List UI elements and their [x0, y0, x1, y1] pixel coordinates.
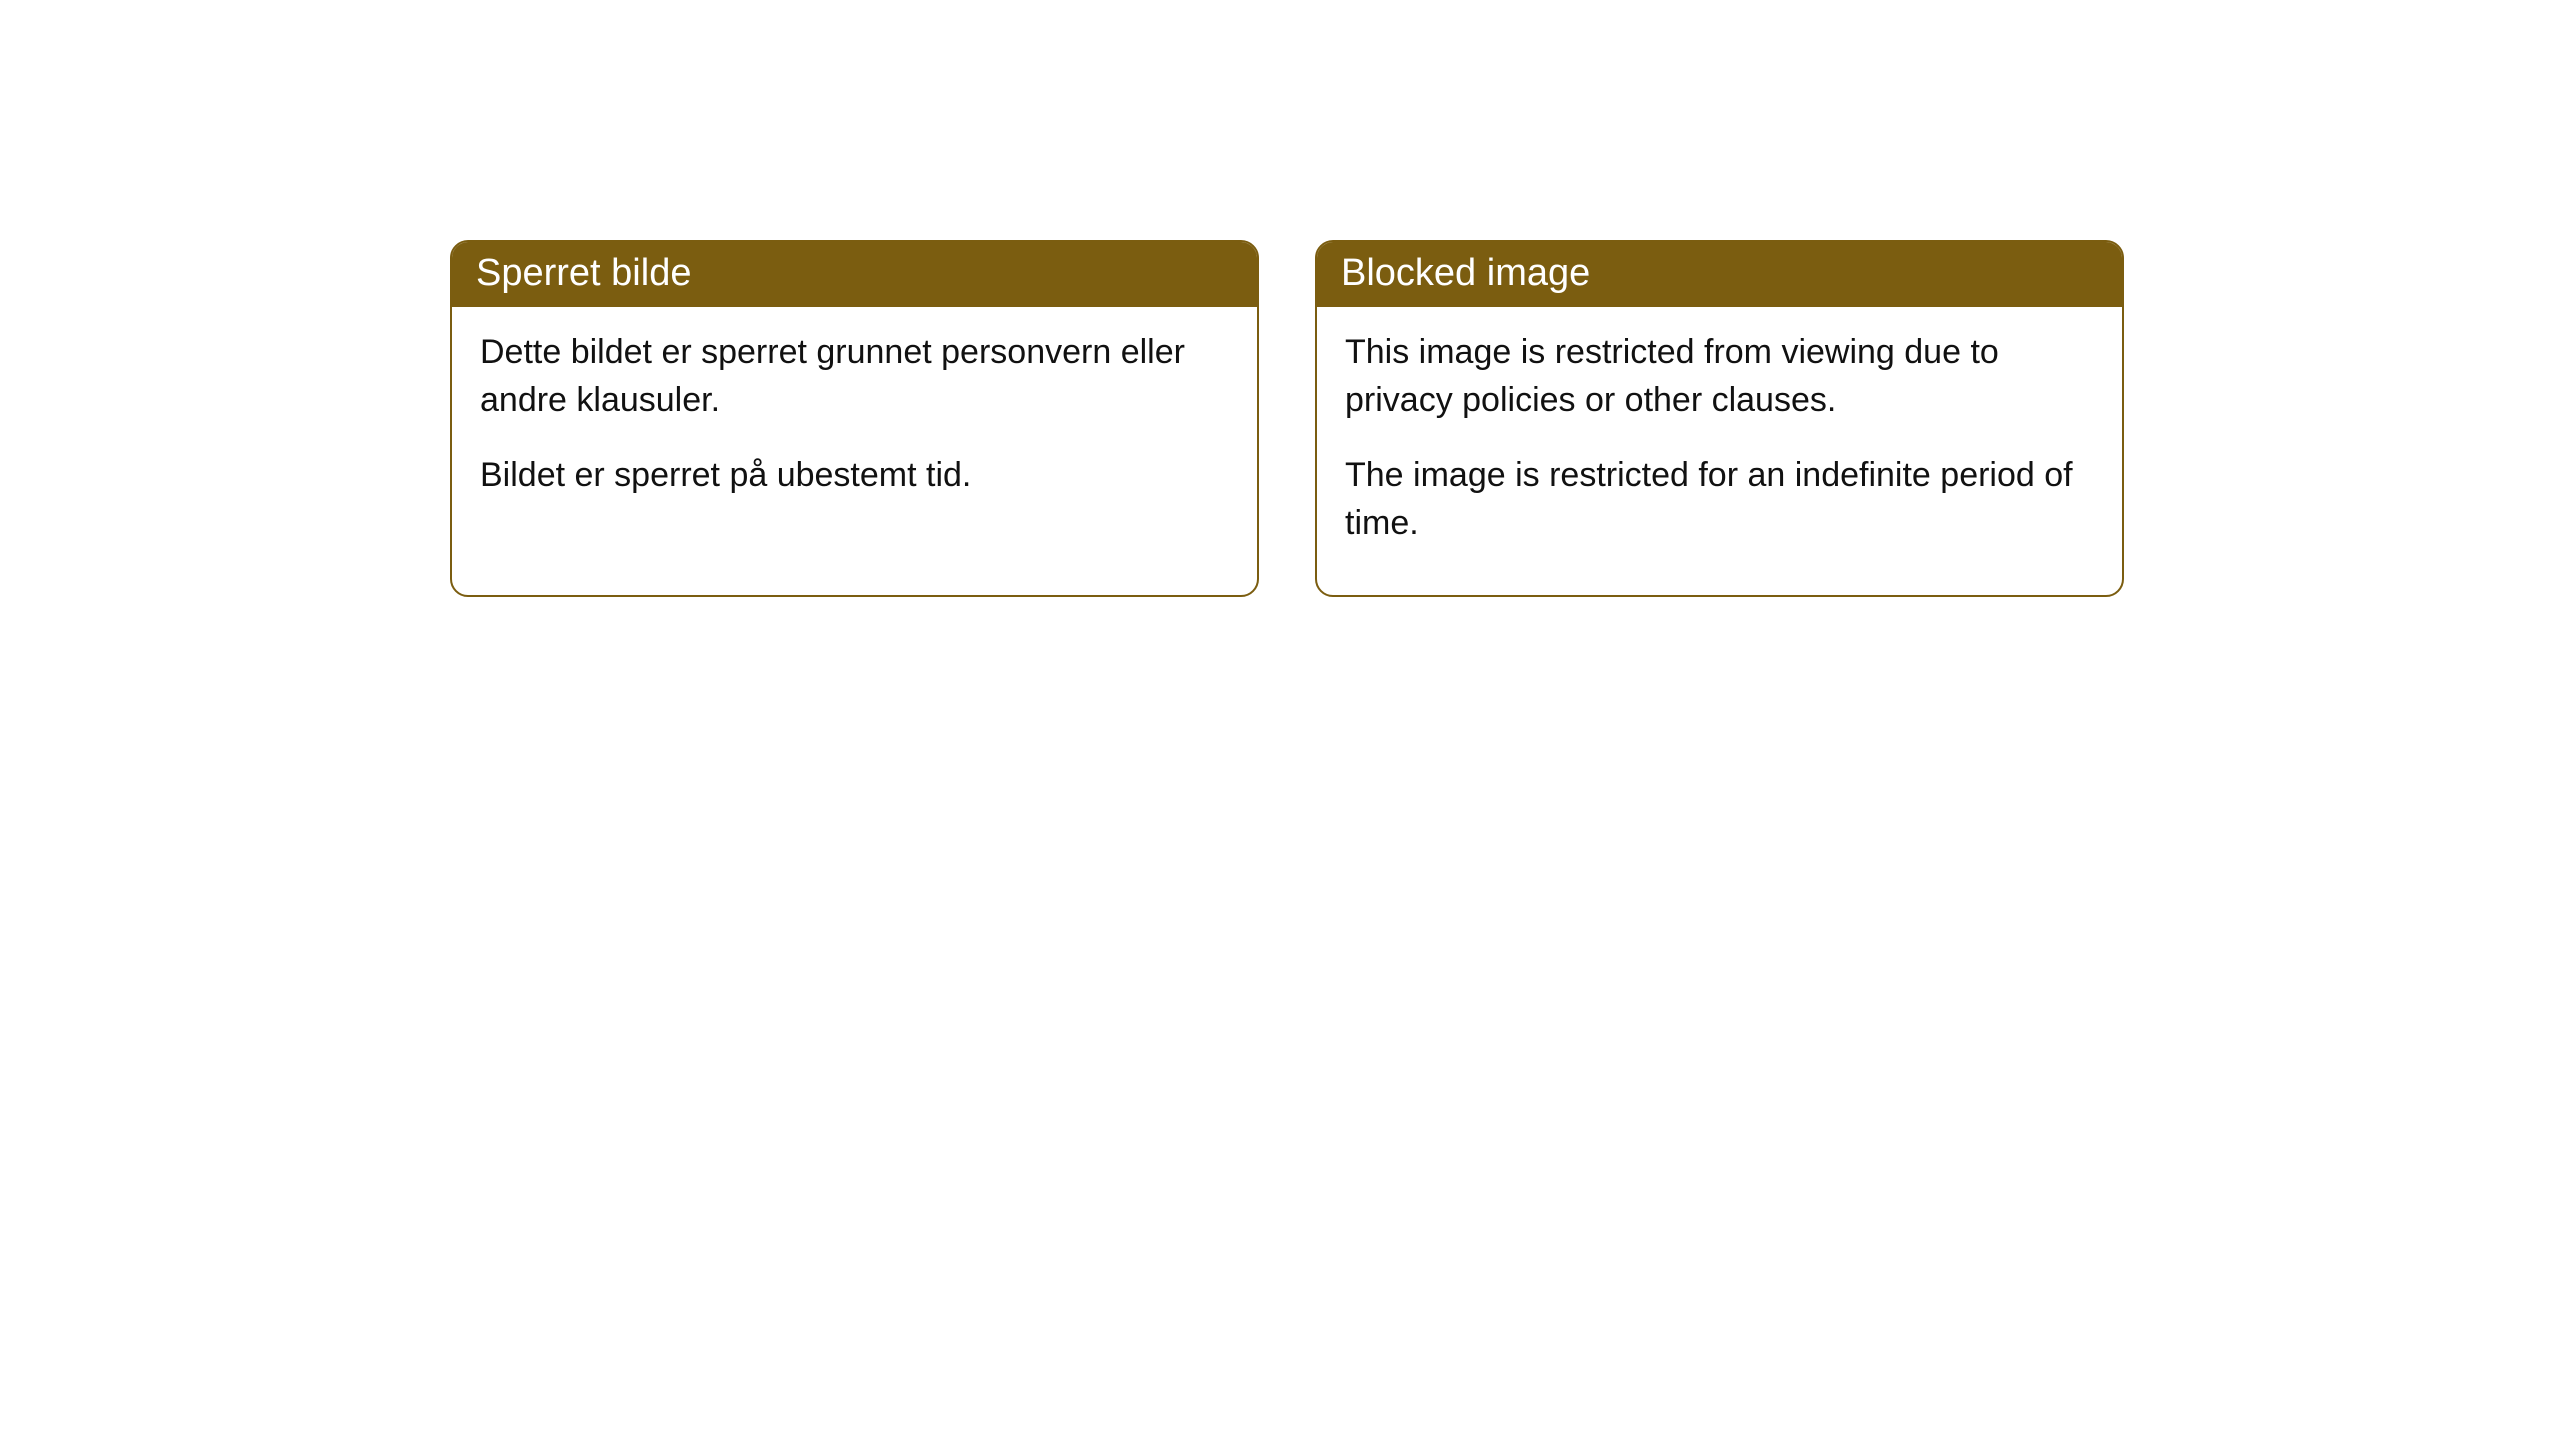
- notice-card-english: Blocked image This image is restricted f…: [1315, 240, 2124, 597]
- notice-paragraph: The image is restricted for an indefinit…: [1345, 452, 2094, 547]
- notice-header: Blocked image: [1317, 242, 2122, 307]
- notice-body: Dette bildet er sperret grunnet personve…: [452, 307, 1257, 548]
- notice-header: Sperret bilde: [452, 242, 1257, 307]
- notice-body: This image is restricted from viewing du…: [1317, 307, 2122, 595]
- notice-paragraph: This image is restricted from viewing du…: [1345, 329, 2094, 424]
- notice-paragraph: Dette bildet er sperret grunnet personve…: [480, 329, 1229, 424]
- notice-card-norwegian: Sperret bilde Dette bildet er sperret gr…: [450, 240, 1259, 597]
- notice-container: Sperret bilde Dette bildet er sperret gr…: [450, 240, 2124, 597]
- notice-paragraph: Bildet er sperret på ubestemt tid.: [480, 452, 1229, 500]
